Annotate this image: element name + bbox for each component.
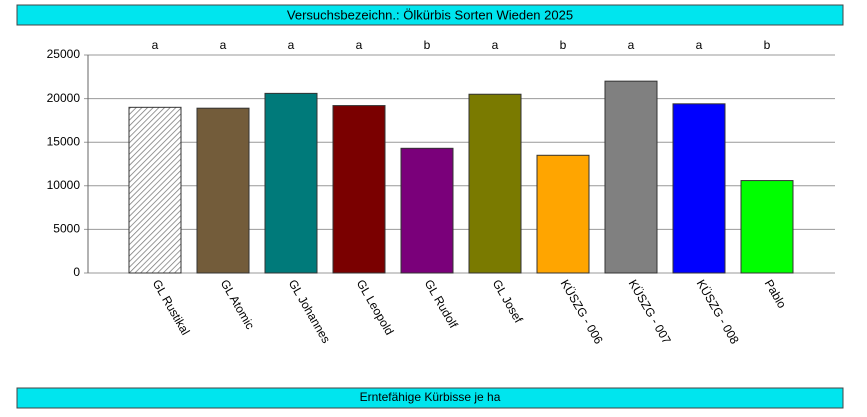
annotation: a [492, 38, 499, 52]
annotation: a [220, 38, 227, 52]
y-tick-label: 0 [73, 265, 80, 279]
bar [536, 154, 590, 274]
x-axis-label: Erntefähige Kürbisse je ha [360, 390, 501, 404]
xlabel-bar [16, 387, 844, 409]
bar [468, 93, 522, 274]
annotation: a [152, 38, 159, 52]
y-tick-label: 25000 [47, 47, 81, 61]
annotation: a [356, 38, 363, 52]
bar [400, 147, 454, 274]
bar [672, 103, 726, 274]
bar [740, 180, 794, 274]
x-tick-label: GL Leopold [354, 277, 397, 337]
bar [264, 92, 318, 274]
bar [196, 107, 250, 274]
bar [604, 80, 658, 274]
annotation: b [424, 38, 431, 52]
x-tick-label: GL Josef [490, 277, 526, 326]
x-tick-label: GL Rustikal [150, 277, 193, 337]
annotation: b [560, 38, 567, 52]
x-tick-label: KÜSZG - 008 [694, 277, 742, 347]
y-tick-label: 5000 [53, 222, 80, 236]
x-tick-label: GL Atomic [218, 277, 258, 332]
annotation: b [764, 38, 771, 52]
x-tick-label: KÜSZG - 007 [626, 277, 674, 347]
annotation: a [628, 38, 635, 52]
x-tick-label: KÜSZG - 006 [558, 277, 606, 347]
bar [128, 106, 182, 274]
x-tick-label: Pablo [762, 277, 790, 311]
bar [332, 105, 386, 274]
annotation: a [696, 38, 703, 52]
x-tick-label: GL Johannes [286, 277, 334, 345]
x-tick-label: GL Rudolf [422, 277, 461, 331]
annotation: a [288, 38, 295, 52]
chart-title: Versuchsbezeichn.: Ölkürbis Sorten Wiede… [287, 7, 573, 22]
y-tick-label: 10000 [47, 178, 81, 192]
title-bar [16, 4, 844, 26]
y-tick-label: 15000 [47, 134, 81, 148]
y-tick-label: 20000 [47, 91, 81, 105]
